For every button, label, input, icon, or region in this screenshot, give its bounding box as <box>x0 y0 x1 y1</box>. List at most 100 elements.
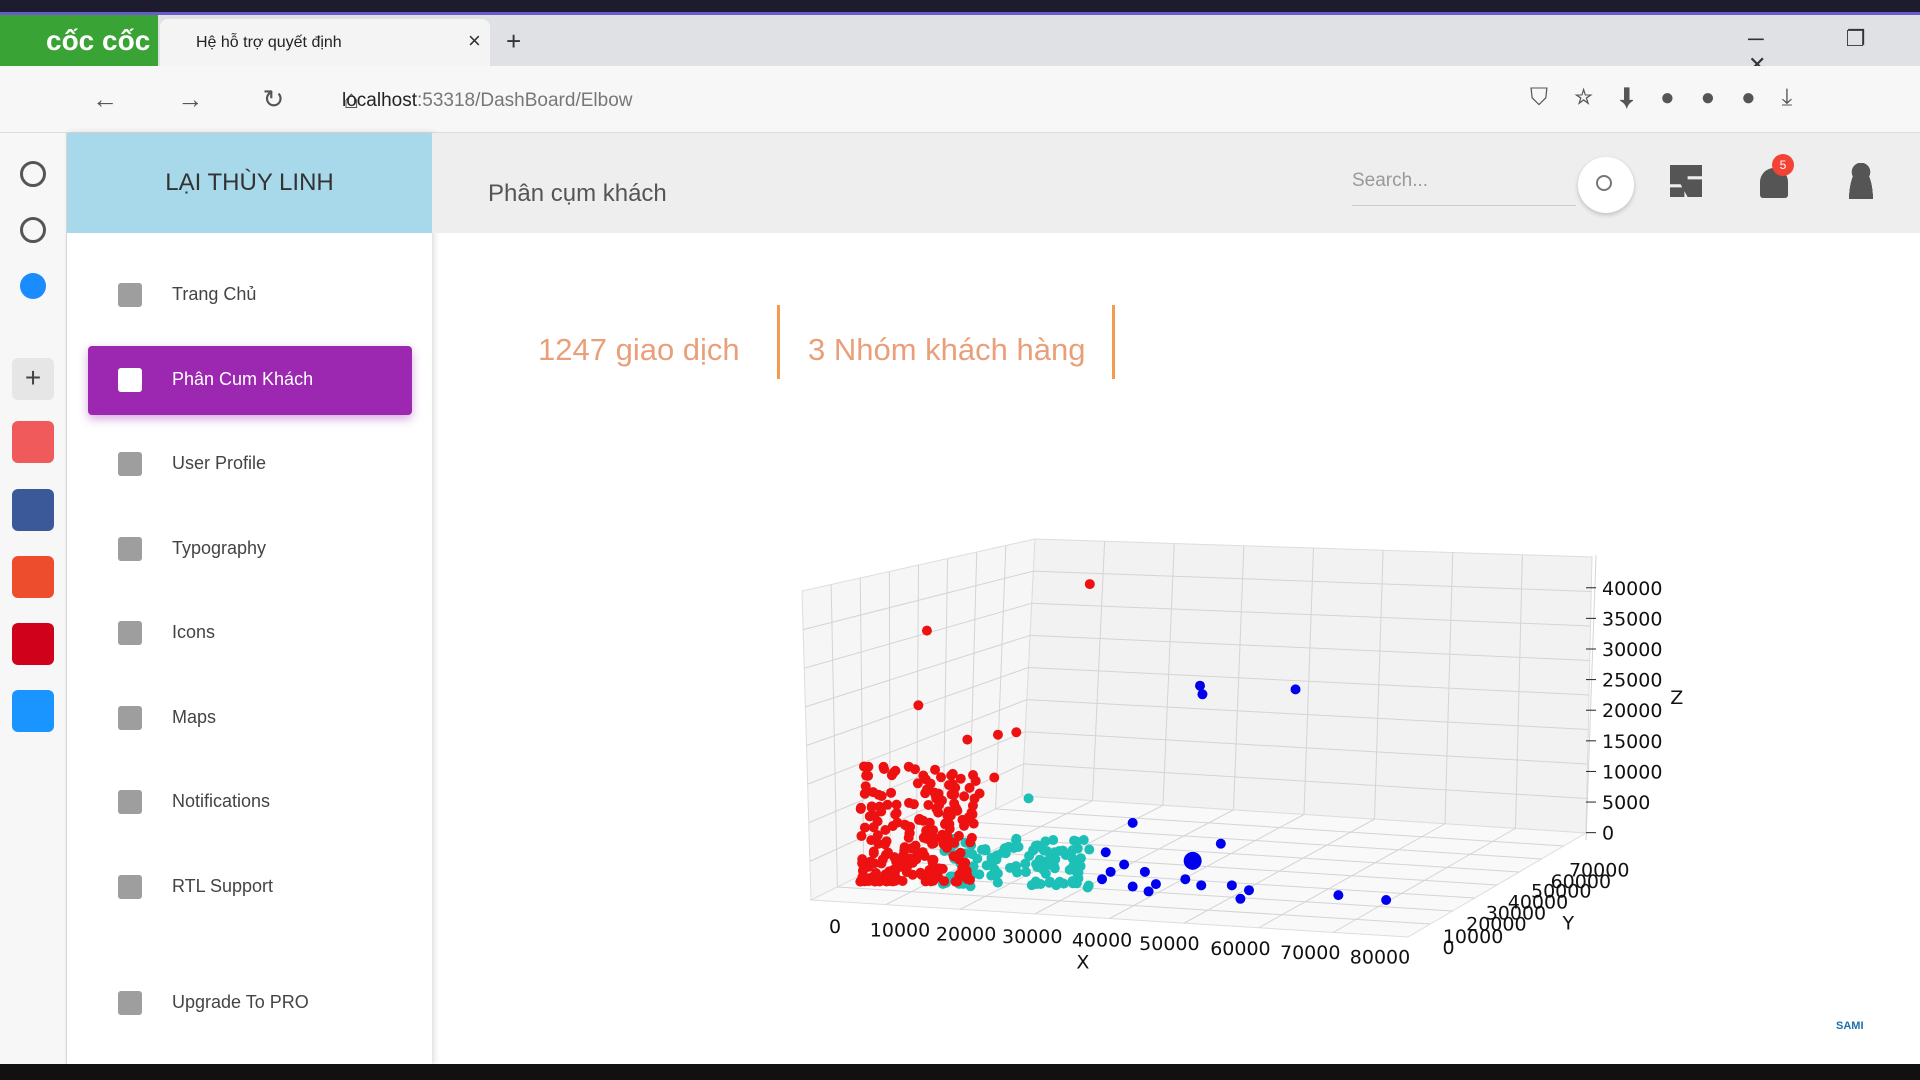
search-input[interactable]: Search... <box>1352 170 1576 206</box>
menu-item[interactable]: Trang Chủ <box>172 284 257 304</box>
plot-grid-line <box>805 634 1031 708</box>
address-bar <box>0 66 1920 133</box>
menu-item[interactable]: Icons <box>172 622 216 642</box>
cluster-point <box>944 819 955 830</box>
stat-divider <box>1112 305 1115 379</box>
cluster-point <box>946 770 957 781</box>
z-tick-label: 35000 <box>1602 608 1662 630</box>
search-button[interactable] <box>1578 157 1634 213</box>
cluster-point <box>925 778 936 789</box>
cluster-point <box>992 729 1003 740</box>
cluster-point <box>1067 875 1078 886</box>
cluster-point <box>1058 878 1069 889</box>
cluster-point <box>858 761 869 772</box>
cluster-point <box>921 625 932 636</box>
youtube-icon[interactable] <box>12 421 54 463</box>
cluster-point <box>882 875 893 886</box>
cluster-point <box>1011 833 1022 844</box>
cluster-point <box>1197 689 1208 700</box>
back-wall <box>1021 538 1593 834</box>
stat-groups: 3 Nhóm khách hàng <box>808 332 1086 367</box>
plot-grid-line <box>1585 554 1597 841</box>
menu-item[interactable]: User Profile <box>172 453 267 473</box>
y-tick-label: 60000 <box>1551 871 1611 893</box>
menu-item[interactable]: RTL Support <box>172 876 274 896</box>
x-tick-label: 20000 <box>936 923 996 945</box>
cluster-point <box>888 864 899 875</box>
plot-grid-line <box>1374 550 1384 820</box>
cluster-point <box>964 782 975 793</box>
notification-badge: 5 <box>1772 154 1794 176</box>
x-tick-label: 50000 <box>1139 933 1199 955</box>
cluster-point <box>943 780 954 791</box>
window-controls[interactable]: ─ ❐ ✕ <box>1748 26 1904 77</box>
browser-brand[interactable]: cốc cốc <box>0 15 158 66</box>
menu-icon <box>118 790 142 814</box>
cluster-point <box>951 851 962 862</box>
cluster-point <box>959 791 970 802</box>
settings-icon[interactable] <box>20 161 46 187</box>
y-tick-label: 70000 <box>1569 860 1629 882</box>
tab-close[interactable]: × <box>468 28 481 53</box>
cluster-point <box>880 824 891 835</box>
cluster-point <box>981 860 992 871</box>
menu-item[interactable]: Maps <box>172 707 217 727</box>
cluster-point <box>859 822 870 833</box>
cluster-point <box>1127 817 1138 828</box>
toolbar-icons[interactable]: ⛉☆⬇●●●⤓ <box>1530 84 1819 111</box>
cluster-point <box>939 876 950 887</box>
y-tick-label: 40000 <box>1508 892 1568 914</box>
cluster-point <box>1049 863 1060 874</box>
plot-grid-line <box>942 558 949 836</box>
active-menu-bg <box>88 346 412 415</box>
plot-grid-line <box>804 602 1032 669</box>
cluster-point <box>967 849 978 860</box>
stat-divider <box>777 305 780 379</box>
cluster-point <box>1215 838 1226 849</box>
history-icon[interactable] <box>20 217 46 243</box>
menu-item[interactable]: Notifications <box>172 791 271 811</box>
cluster-point <box>1100 847 1111 858</box>
cluster-point <box>917 847 928 858</box>
cluster-point <box>1069 835 1080 846</box>
messenger-icon[interactable] <box>20 273 46 299</box>
cluster-point <box>989 864 1000 875</box>
cluster-point <box>992 877 1003 888</box>
facebook-icon[interactable] <box>12 489 54 531</box>
cluster-point <box>1048 835 1059 846</box>
new-tab[interactable]: + <box>506 26 522 56</box>
cluster-point <box>877 854 888 865</box>
plot-grid-line <box>1258 823 1446 929</box>
cluster-point <box>980 845 991 856</box>
cluster-point <box>1003 841 1014 852</box>
cluster-point <box>926 838 937 849</box>
plot-grid-line <box>1444 552 1454 824</box>
url-field[interactable]: localhost:53318/DashBoard/Elbow <box>296 80 1486 120</box>
cluster-point <box>1020 858 1031 869</box>
cluster-point <box>859 788 870 799</box>
add-icon[interactable]: + <box>12 358 54 400</box>
browser-tab[interactable]: Hệ hỗ trợ quyết định <box>160 19 490 66</box>
cluster-point <box>949 789 960 800</box>
cluster-point <box>910 764 921 775</box>
menu-icon <box>118 452 142 476</box>
menu-item[interactable]: Upgrade To PRO <box>172 992 309 1012</box>
browser-sidebar: + <box>0 133 67 1064</box>
cluster-point <box>873 789 884 800</box>
bottom-strip <box>0 1064 1920 1080</box>
sendo-icon[interactable] <box>12 623 54 665</box>
dashboard-icon[interactable] <box>1670 165 1702 197</box>
menu-item[interactable]: Typography <box>172 538 267 558</box>
cluster-point <box>908 799 919 810</box>
menu-item[interactable]: Phân Cum Khách <box>172 369 314 389</box>
z-tick-label: 20000 <box>1602 700 1662 722</box>
cluster-point <box>949 837 960 848</box>
account-icon[interactable] <box>1847 163 1875 199</box>
cluster-point <box>950 876 961 887</box>
tiki-icon[interactable] <box>12 690 54 732</box>
cluster-point <box>1235 893 1246 904</box>
nav-buttons[interactable]: ← → ↻ ⌂ <box>92 84 386 114</box>
shopee-icon[interactable] <box>12 556 54 598</box>
cluster-point <box>941 842 952 853</box>
cluster-point <box>1082 882 1093 893</box>
